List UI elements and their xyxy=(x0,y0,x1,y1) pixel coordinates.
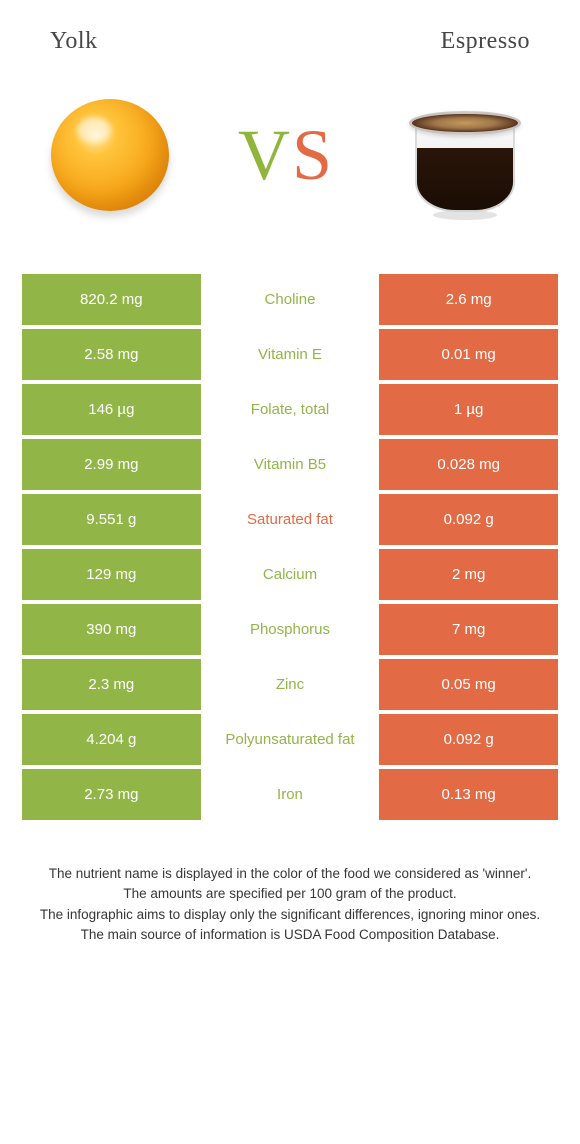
yolk-image xyxy=(40,95,180,215)
nutrient-name: Saturated fat xyxy=(201,494,380,545)
table-row: 9.551 gSaturated fat0.092 g xyxy=(22,494,558,545)
value-espresso: 0.05 mg xyxy=(379,659,558,710)
value-yolk: 390 mg xyxy=(22,604,201,655)
value-espresso: 0.092 g xyxy=(379,494,558,545)
nutrient-name: Iron xyxy=(201,769,380,820)
vs-label: VS xyxy=(238,114,332,197)
header: Yolk Espresso xyxy=(0,0,580,65)
value-yolk: 4.204 g xyxy=(22,714,201,765)
value-espresso: 0.092 g xyxy=(379,714,558,765)
value-espresso: 0.13 mg xyxy=(379,769,558,820)
nutrient-name: Vitamin B5 xyxy=(201,439,380,490)
vs-s: S xyxy=(292,114,332,197)
value-yolk: 146 µg xyxy=(22,384,201,435)
table-row: 2.99 mgVitamin B50.028 mg xyxy=(22,439,558,490)
table-row: 4.204 gPolyunsaturated fat0.092 g xyxy=(22,714,558,765)
vs-v: V xyxy=(238,114,290,197)
title-yolk: Yolk xyxy=(50,28,98,55)
table-row: 129 mgCalcium2 mg xyxy=(22,549,558,600)
value-espresso: 2 mg xyxy=(379,549,558,600)
title-espresso: Espresso xyxy=(441,28,530,55)
footer-notes: The nutrient name is displayed in the co… xyxy=(0,824,580,965)
footer-line-1: The nutrient name is displayed in the co… xyxy=(34,864,546,884)
nutrient-name: Vitamin E xyxy=(201,329,380,380)
value-yolk: 2.58 mg xyxy=(22,329,201,380)
value-espresso: 7 mg xyxy=(379,604,558,655)
value-espresso: 1 µg xyxy=(379,384,558,435)
table-row: 146 µgFolate, total1 µg xyxy=(22,384,558,435)
comparison-table: 820.2 mgCholine2.6 mg2.58 mgVitamin E0.0… xyxy=(22,270,558,824)
nutrient-name: Choline xyxy=(201,274,380,325)
comparison-table-wrap: 820.2 mgCholine2.6 mg2.58 mgVitamin E0.0… xyxy=(0,270,580,824)
value-yolk: 2.73 mg xyxy=(22,769,201,820)
nutrient-name: Polyunsaturated fat xyxy=(201,714,380,765)
table-row: 2.58 mgVitamin E0.01 mg xyxy=(22,329,558,380)
espresso-image xyxy=(390,90,540,220)
value-yolk: 9.551 g xyxy=(22,494,201,545)
footer-line-3: The infographic aims to display only the… xyxy=(34,905,546,925)
footer-line-2: The amounts are specified per 100 gram o… xyxy=(34,884,546,904)
table-row: 2.73 mgIron0.13 mg xyxy=(22,769,558,820)
table-row: 820.2 mgCholine2.6 mg xyxy=(22,274,558,325)
table-row: 390 mgPhosphorus7 mg xyxy=(22,604,558,655)
value-yolk: 129 mg xyxy=(22,549,201,600)
value-yolk: 2.3 mg xyxy=(22,659,201,710)
nutrient-name: Phosphorus xyxy=(201,604,380,655)
table-row: 2.3 mgZinc0.05 mg xyxy=(22,659,558,710)
value-espresso: 2.6 mg xyxy=(379,274,558,325)
value-yolk: 2.99 mg xyxy=(22,439,201,490)
value-yolk: 820.2 mg xyxy=(22,274,201,325)
hero-row: VS xyxy=(0,65,580,270)
footer-line-4: The main source of information is USDA F… xyxy=(34,925,546,945)
nutrient-name: Calcium xyxy=(201,549,380,600)
value-espresso: 0.028 mg xyxy=(379,439,558,490)
nutrient-name: Zinc xyxy=(201,659,380,710)
nutrient-name: Folate, total xyxy=(201,384,380,435)
value-espresso: 0.01 mg xyxy=(379,329,558,380)
